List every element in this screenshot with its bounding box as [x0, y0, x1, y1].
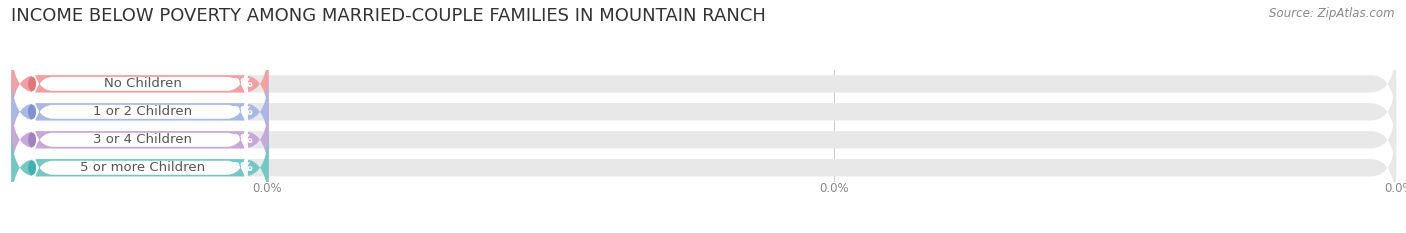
FancyBboxPatch shape: [11, 70, 269, 154]
Text: 0.0%: 0.0%: [219, 161, 253, 174]
Circle shape: [28, 105, 35, 118]
FancyBboxPatch shape: [11, 42, 1396, 126]
FancyBboxPatch shape: [11, 98, 1396, 182]
Text: 0.0%: 0.0%: [820, 182, 849, 195]
FancyBboxPatch shape: [11, 70, 1396, 154]
Text: 0.0%: 0.0%: [219, 133, 253, 146]
Text: 1 or 2 Children: 1 or 2 Children: [93, 105, 193, 118]
Text: 0.0%: 0.0%: [219, 105, 253, 118]
Text: No Children: No Children: [104, 77, 181, 90]
Text: 0.0%: 0.0%: [253, 182, 283, 195]
Text: 0.0%: 0.0%: [1384, 182, 1406, 195]
Text: Source: ZipAtlas.com: Source: ZipAtlas.com: [1270, 7, 1395, 20]
FancyBboxPatch shape: [11, 42, 269, 126]
Circle shape: [28, 77, 35, 90]
Text: INCOME BELOW POVERTY AMONG MARRIED-COUPLE FAMILIES IN MOUNTAIN RANCH: INCOME BELOW POVERTY AMONG MARRIED-COUPL…: [11, 7, 766, 25]
Text: 3 or 4 Children: 3 or 4 Children: [93, 133, 193, 146]
FancyBboxPatch shape: [11, 126, 1396, 209]
Text: 0.0%: 0.0%: [219, 77, 253, 90]
Circle shape: [28, 133, 35, 146]
FancyBboxPatch shape: [32, 49, 247, 119]
Text: 5 or more Children: 5 or more Children: [80, 161, 205, 174]
FancyBboxPatch shape: [11, 126, 269, 209]
FancyBboxPatch shape: [32, 105, 247, 175]
FancyBboxPatch shape: [32, 77, 247, 147]
FancyBboxPatch shape: [11, 98, 269, 182]
FancyBboxPatch shape: [32, 133, 247, 203]
Circle shape: [28, 161, 35, 174]
